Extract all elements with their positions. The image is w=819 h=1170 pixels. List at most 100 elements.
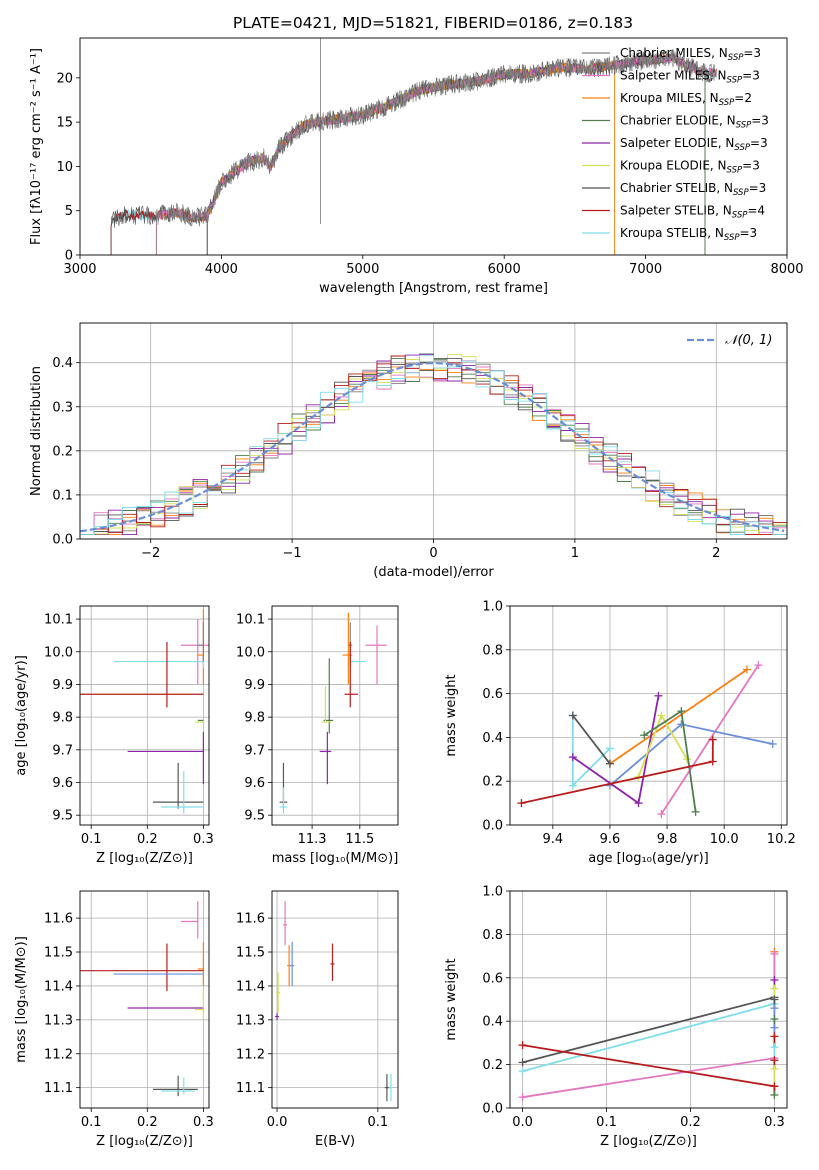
ebv_mass-ytick-label: 11.1	[236, 1081, 265, 1096]
weight-point	[518, 1093, 527, 1102]
mass_age-ytick-label: 9.6	[244, 776, 265, 791]
stack-point	[770, 1004, 779, 1013]
z_mass-xtick-label: 0.3	[193, 1115, 214, 1130]
stack-point	[770, 1015, 779, 1024]
stack-point	[770, 1032, 779, 1041]
spectrum-xtick-label: 3000	[63, 262, 96, 277]
z_mass-frame	[79, 890, 210, 1109]
z_mass-grid	[80, 891, 209, 1108]
legend-entry: Kroupa MILES, NSSP=2	[620, 91, 752, 108]
hist-kroupa-stelib	[80, 354, 787, 536]
errorbar-point	[127, 731, 204, 785]
weight-point	[517, 799, 526, 808]
age_weight-plot-area	[517, 661, 777, 819]
ebv_mass-xtick-label: 0.0	[267, 1115, 288, 1130]
age_weight-ytick-label: 0.8	[482, 643, 503, 658]
residual_hist-xtick-label: 1	[571, 546, 579, 561]
spectrum-line-salpeter-stelib	[110, 53, 717, 255]
errorbar-point	[152, 762, 204, 809]
spectrum-xtick-label: 4000	[205, 262, 238, 277]
spectrum-frame	[79, 37, 788, 256]
z_weight-grid	[510, 890, 787, 1109]
z_age-ytick-label: 9.6	[52, 776, 73, 791]
age_weight-xlabel: age [log₁₀(age/yr)]	[588, 851, 709, 866]
ebv_mass-ytick-label: 11.5	[236, 946, 265, 961]
stack-point	[770, 975, 779, 984]
gaussian-curve	[80, 361, 785, 533]
errorbar-point	[321, 686, 332, 723]
z_weight-xtick-label: 0.1	[596, 1115, 617, 1130]
residual_hist-ylabel: Normed distribution	[29, 366, 44, 496]
hist-kroupa-miles	[80, 366, 787, 536]
residual_hist-xtick-label: −1	[283, 546, 302, 561]
spectrum-xtick-label: 7000	[629, 262, 662, 277]
z_weight-frame	[509, 890, 788, 1109]
spectrum-legend: Chabrier MILES, NSSP=3 Salpeter MILES, NS…	[582, 46, 769, 243]
z_weight-xtick-label: 0.0	[512, 1115, 533, 1130]
stack-point	[770, 995, 779, 1004]
z_mass-axes: 0.1 0.2 0.3 11.1 11.2 11.3 11.4 11.5 11.6 Z [log₁…	[14, 890, 214, 1149]
stack-point	[770, 1023, 779, 1032]
spectrum-xtick-label: 8000	[770, 262, 803, 277]
z_age-grid	[80, 606, 209, 825]
weight-line	[572, 714, 611, 765]
z_weight-ytick-label: 1.0	[482, 885, 503, 900]
weight-line	[522, 996, 775, 1064]
weight-point	[754, 661, 763, 670]
z_mass-ytick-label: 11.3	[44, 1013, 73, 1028]
age_weight-ytick-label: 0.0	[482, 819, 503, 834]
errorbar-point	[80, 943, 204, 992]
errorbar-point	[180, 619, 209, 685]
errorbar-point	[194, 989, 204, 1020]
spectrum-xtick-label: 5000	[346, 262, 379, 277]
errorbar-point	[283, 901, 288, 946]
residual_hist-xtick-label: −2	[141, 546, 160, 561]
figure-title: PLATE=0421, MJD=51821, FIBERID=0186, z=0…	[233, 14, 633, 32]
errorbar-point	[161, 1077, 195, 1095]
residual_hist-axes: −2 −1 0 1 2 0.0 0.1 0.2 0.3 0.4 (data-model)/error…	[29, 322, 788, 580]
z_mass-ytick-label: 11.2	[44, 1047, 73, 1062]
z_age-ytick-label: 10.0	[44, 645, 73, 660]
z_weight-ytick-label: 0.0	[482, 1102, 503, 1117]
z_weight-xtick-label: 0.3	[764, 1115, 785, 1130]
weight-point	[518, 1067, 527, 1076]
errorbar-point	[319, 731, 332, 785]
z_mass-xtick-label: 0.2	[137, 1115, 158, 1130]
age_weight-ytick-label: 0.6	[482, 687, 503, 702]
legend-entry: Chabrier STELIB, NSSP=3	[620, 181, 766, 198]
age_weight-ytick-label: 0.2	[482, 775, 503, 790]
mass_age-ytick-label: 10.0	[236, 645, 265, 660]
age_weight-frame	[509, 605, 788, 826]
spectrum-line-kroupa-stelib	[110, 54, 717, 255]
stack-point	[770, 1082, 779, 1091]
age_weight-ytick-label: 0.4	[482, 731, 503, 746]
z_mass-plot-area	[80, 901, 204, 1097]
spectrum-xtick-label: 6000	[488, 262, 521, 277]
weight-line	[572, 695, 660, 805]
ebv_mass-xtick-label: 0.1	[367, 1115, 388, 1130]
legend-entry: Kroupa ELODIE, NSSP=3	[620, 159, 760, 176]
mass_age-xlabel: mass [log₁₀(M/M⊙)]	[272, 851, 399, 866]
mass_age-plot-area	[279, 612, 387, 814]
legend-entry: Salpeter ELODIE, NSSP=3	[620, 136, 768, 153]
z_mass-ytick-label: 11.6	[44, 912, 73, 927]
z_age-plot-area	[80, 609, 209, 814]
z_weight-ytick-label: 0.8	[482, 928, 503, 943]
weight-point	[768, 739, 777, 748]
weight-point	[743, 665, 752, 674]
weight-point	[708, 735, 717, 744]
weight-point	[634, 799, 643, 808]
z_age-ytick-label: 9.8	[52, 711, 73, 726]
z_weight-plot-area	[518, 947, 779, 1102]
weight-point	[677, 707, 686, 716]
residual_hist-ytick-label: 0.4	[52, 356, 73, 371]
z_age-ylabel: age [log₁₀(age/yr)]	[14, 655, 29, 776]
weight-line	[522, 1002, 775, 1072]
residual_hist-ytick-label: 0.0	[52, 533, 73, 548]
ebv_mass-xlabel: E(B-V)	[315, 1134, 355, 1149]
z_mass-ytick-label: 11.5	[44, 946, 73, 961]
z_age-frame	[79, 605, 210, 826]
z_weight-ytick-label: 0.2	[482, 1058, 503, 1073]
weight-point	[605, 759, 614, 768]
z_mass-ylabel: mass [log₁₀(M/M⊙)]	[14, 936, 29, 1063]
